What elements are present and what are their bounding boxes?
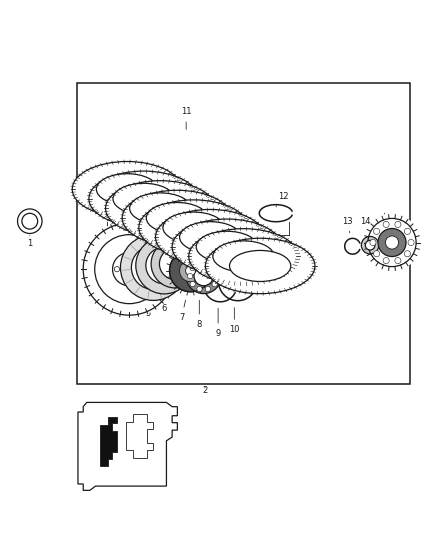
Text: 5: 5 (145, 303, 154, 318)
Text: 10: 10 (229, 308, 240, 334)
Circle shape (205, 261, 211, 266)
Circle shape (365, 240, 375, 250)
Circle shape (136, 237, 193, 294)
Circle shape (385, 236, 399, 249)
Text: 11: 11 (181, 108, 191, 130)
Circle shape (378, 229, 406, 256)
Circle shape (197, 261, 202, 266)
Ellipse shape (89, 171, 198, 227)
Text: 2: 2 (202, 386, 208, 395)
Text: 15: 15 (379, 213, 390, 225)
Text: 3: 3 (106, 292, 116, 308)
Ellipse shape (180, 222, 241, 253)
Ellipse shape (113, 183, 174, 214)
Ellipse shape (196, 231, 258, 262)
Ellipse shape (106, 181, 215, 236)
Circle shape (113, 253, 146, 286)
Circle shape (383, 221, 389, 228)
Circle shape (190, 281, 195, 287)
Ellipse shape (122, 190, 232, 246)
Ellipse shape (230, 251, 291, 281)
Polygon shape (78, 402, 177, 490)
Circle shape (186, 259, 221, 294)
Ellipse shape (205, 238, 315, 294)
Circle shape (212, 281, 217, 287)
Circle shape (383, 257, 389, 264)
Text: 6: 6 (162, 297, 169, 312)
Circle shape (186, 266, 195, 276)
Circle shape (114, 266, 120, 272)
Circle shape (159, 248, 191, 280)
Polygon shape (100, 417, 117, 466)
Circle shape (404, 251, 410, 257)
Circle shape (364, 214, 420, 271)
Text: 14: 14 (360, 217, 371, 233)
Text: 8: 8 (197, 300, 202, 328)
Circle shape (180, 260, 201, 282)
Circle shape (131, 246, 175, 289)
Ellipse shape (189, 229, 298, 284)
Text: 12: 12 (276, 192, 289, 207)
Circle shape (120, 235, 186, 301)
Ellipse shape (172, 219, 282, 274)
Text: 7: 7 (179, 300, 186, 321)
Circle shape (215, 273, 220, 279)
Circle shape (121, 261, 137, 277)
Circle shape (361, 237, 379, 254)
Bar (77, 83, 410, 384)
Circle shape (151, 240, 199, 288)
Circle shape (404, 228, 410, 235)
Ellipse shape (155, 209, 265, 265)
Text: 4: 4 (128, 287, 141, 302)
Ellipse shape (130, 193, 191, 224)
Circle shape (187, 273, 193, 279)
Ellipse shape (139, 200, 248, 255)
Circle shape (146, 247, 183, 284)
Circle shape (370, 239, 376, 246)
Circle shape (81, 221, 177, 317)
Circle shape (22, 213, 38, 229)
Polygon shape (126, 414, 153, 458)
Text: 13: 13 (342, 217, 353, 233)
Ellipse shape (163, 212, 224, 243)
Circle shape (408, 239, 414, 246)
Ellipse shape (96, 174, 158, 205)
Circle shape (395, 221, 401, 228)
Circle shape (374, 251, 380, 257)
Circle shape (133, 277, 138, 282)
Circle shape (18, 209, 42, 233)
Ellipse shape (146, 203, 208, 233)
Circle shape (190, 265, 195, 271)
Text: 1: 1 (27, 236, 32, 247)
Text: 9: 9 (215, 308, 221, 337)
Circle shape (197, 286, 202, 292)
Circle shape (170, 250, 212, 292)
Ellipse shape (213, 241, 274, 272)
Circle shape (395, 257, 401, 264)
Circle shape (374, 228, 380, 235)
Circle shape (212, 265, 217, 271)
Ellipse shape (72, 161, 182, 217)
Circle shape (194, 266, 213, 286)
Circle shape (205, 286, 211, 292)
Circle shape (133, 256, 138, 261)
